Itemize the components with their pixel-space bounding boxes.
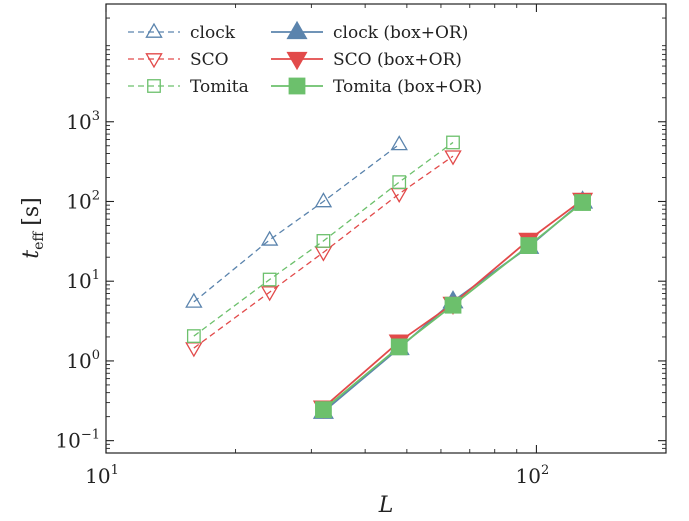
legend-marker bbox=[145, 53, 163, 69]
y-tick-label: 101 bbox=[66, 268, 100, 293]
series-sco bbox=[185, 150, 462, 358]
series-layer bbox=[185, 135, 594, 419]
legend: clock SCO Tomita clock (box+OR) SCO (box+OR)… bbox=[128, 20, 482, 97]
legend-label: Tomita bbox=[190, 77, 249, 97]
data-point bbox=[390, 338, 408, 356]
legend-label: SCO (box+OR) bbox=[333, 50, 462, 70]
x-axis-label: L bbox=[378, 493, 394, 518]
legend-label: clock (box+OR) bbox=[333, 23, 468, 43]
svg-text:teff[s]: teff [s] bbox=[19, 197, 47, 259]
series-line bbox=[193, 141, 454, 337]
legend-marker bbox=[286, 51, 308, 71]
data-point bbox=[444, 150, 462, 166]
data-point bbox=[316, 234, 331, 248]
series-tomita-box-or bbox=[315, 194, 591, 419]
y-tick-label: 100 bbox=[66, 348, 100, 373]
data-point bbox=[314, 192, 333, 208]
major-ticks: 10−1 100 101 102 103 101 102 bbox=[55, 4, 666, 488]
y-tick-label: 103 bbox=[66, 109, 100, 134]
x-tick-label: 102 bbox=[516, 463, 550, 488]
legend-item: Tomita (box+OR) bbox=[271, 77, 482, 97]
legend-marker bbox=[288, 77, 306, 95]
y-tick-label: 10−1 bbox=[55, 428, 100, 453]
legend-item: clock bbox=[128, 22, 236, 43]
data-point bbox=[186, 329, 201, 343]
y-axis-label-sub: eff bbox=[31, 231, 47, 250]
series-line bbox=[193, 143, 400, 303]
legend-item: Tomita bbox=[128, 77, 249, 97]
data-point bbox=[260, 230, 279, 246]
legend-marker bbox=[286, 20, 308, 40]
data-point bbox=[574, 194, 591, 211]
data-point bbox=[444, 296, 462, 314]
legend-marker bbox=[145, 22, 163, 38]
legend-label: Tomita (box+OR) bbox=[333, 77, 482, 97]
data-point bbox=[392, 175, 407, 189]
data-point bbox=[390, 135, 408, 151]
y-axis-label-unit: [s] bbox=[19, 197, 44, 225]
legend-item: clock (box+OR) bbox=[271, 20, 468, 43]
data-point bbox=[185, 292, 203, 308]
data-point bbox=[315, 401, 332, 419]
data-point bbox=[262, 272, 277, 287]
y-axis-label-main: t bbox=[19, 250, 44, 259]
legend-label: clock bbox=[190, 23, 236, 43]
plot-frame bbox=[105, 3, 667, 454]
series-tomita bbox=[186, 135, 460, 343]
data-point bbox=[446, 135, 460, 150]
y-tick-label: 102 bbox=[66, 188, 100, 213]
series-line bbox=[193, 155, 454, 349]
y-axis-label: teff [s] bbox=[19, 197, 47, 259]
data-point bbox=[314, 246, 333, 262]
legend-marker bbox=[147, 79, 161, 93]
legend-item: SCO bbox=[128, 50, 229, 70]
data-point bbox=[185, 342, 203, 358]
minor-ticks bbox=[106, 4, 666, 453]
data-point bbox=[260, 286, 279, 302]
legend-label: SCO bbox=[190, 50, 229, 70]
legend-item: SCO (box+OR) bbox=[271, 50, 462, 71]
x-tick-label: 101 bbox=[85, 463, 119, 488]
series-clock bbox=[185, 135, 408, 308]
data-point bbox=[520, 237, 538, 254]
